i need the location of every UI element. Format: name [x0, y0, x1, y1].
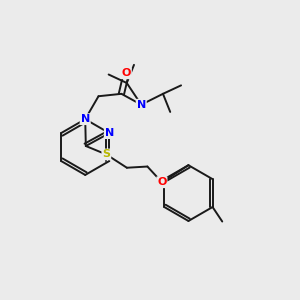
- Text: O: O: [122, 68, 131, 78]
- Text: N: N: [105, 128, 114, 138]
- Text: N: N: [136, 100, 146, 110]
- Text: S: S: [102, 149, 110, 160]
- Text: O: O: [157, 177, 167, 187]
- Text: N: N: [81, 114, 90, 124]
